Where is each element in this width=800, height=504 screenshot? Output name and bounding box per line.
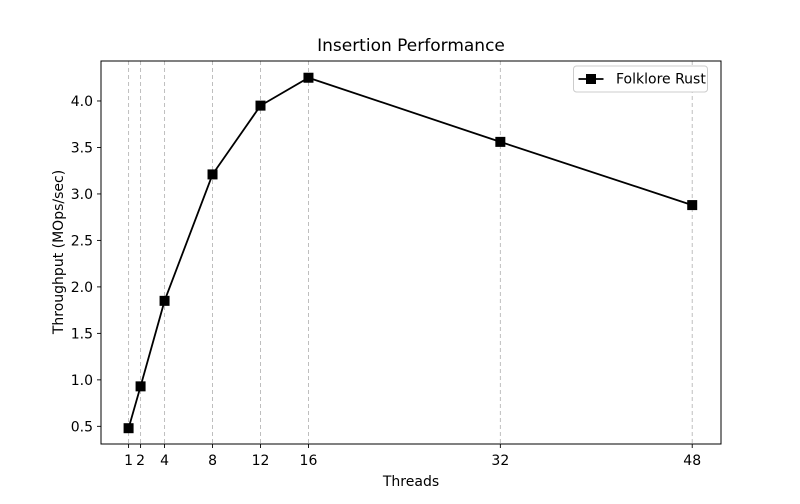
chart-title: Insertion Performance (317, 36, 505, 56)
x-tick-label: 2 (136, 453, 145, 469)
y-tick-label: 2.0 (71, 280, 93, 296)
y-tick-label: 3.5 (71, 140, 93, 156)
x-axis-label: Threads (382, 474, 439, 490)
axis-ticks: 1 2 4 8 12 16 32 480.51.01.52.02.53.03.54.0 (71, 94, 701, 469)
legend-label: Folklore Rust (616, 72, 706, 88)
legend-square-marker-icon (586, 74, 596, 84)
gridlines (128, 61, 693, 444)
data-point-marker (255, 100, 266, 111)
y-tick-label: 3.0 (71, 187, 93, 203)
data-point-marker (159, 295, 170, 306)
data-point-marker (495, 136, 506, 147)
y-tick-label: 0.5 (71, 419, 93, 435)
x-tick-label: 48 (683, 453, 701, 469)
data-point-marker (687, 200, 698, 211)
x-tick-label: 8 (208, 453, 217, 469)
x-tick-label: 32 (491, 453, 509, 469)
y-tick-label: 1.0 (71, 373, 93, 389)
x-tick-label: 16 (300, 453, 318, 469)
data-point-marker (303, 72, 314, 83)
y-tick-label: 2.5 (71, 233, 93, 249)
series-layer (123, 72, 698, 434)
series-line (127, 76, 693, 429)
data-point-marker (207, 169, 218, 180)
legend-box (573, 65, 708, 93)
x-tick-label: 4 (160, 453, 169, 469)
plot-border (100, 60, 722, 445)
y-axis-label: Throughput (MOps/sec) (51, 170, 67, 335)
y-tick-label: 4.0 (71, 94, 93, 110)
legend: Folklore Rust (573, 65, 708, 93)
x-tick-label: 12 (252, 453, 270, 469)
data-point-marker (135, 381, 146, 392)
y-tick-label: 1.5 (71, 326, 93, 342)
x-tick-label: 1 (124, 453, 133, 469)
data-point-marker (123, 423, 134, 434)
